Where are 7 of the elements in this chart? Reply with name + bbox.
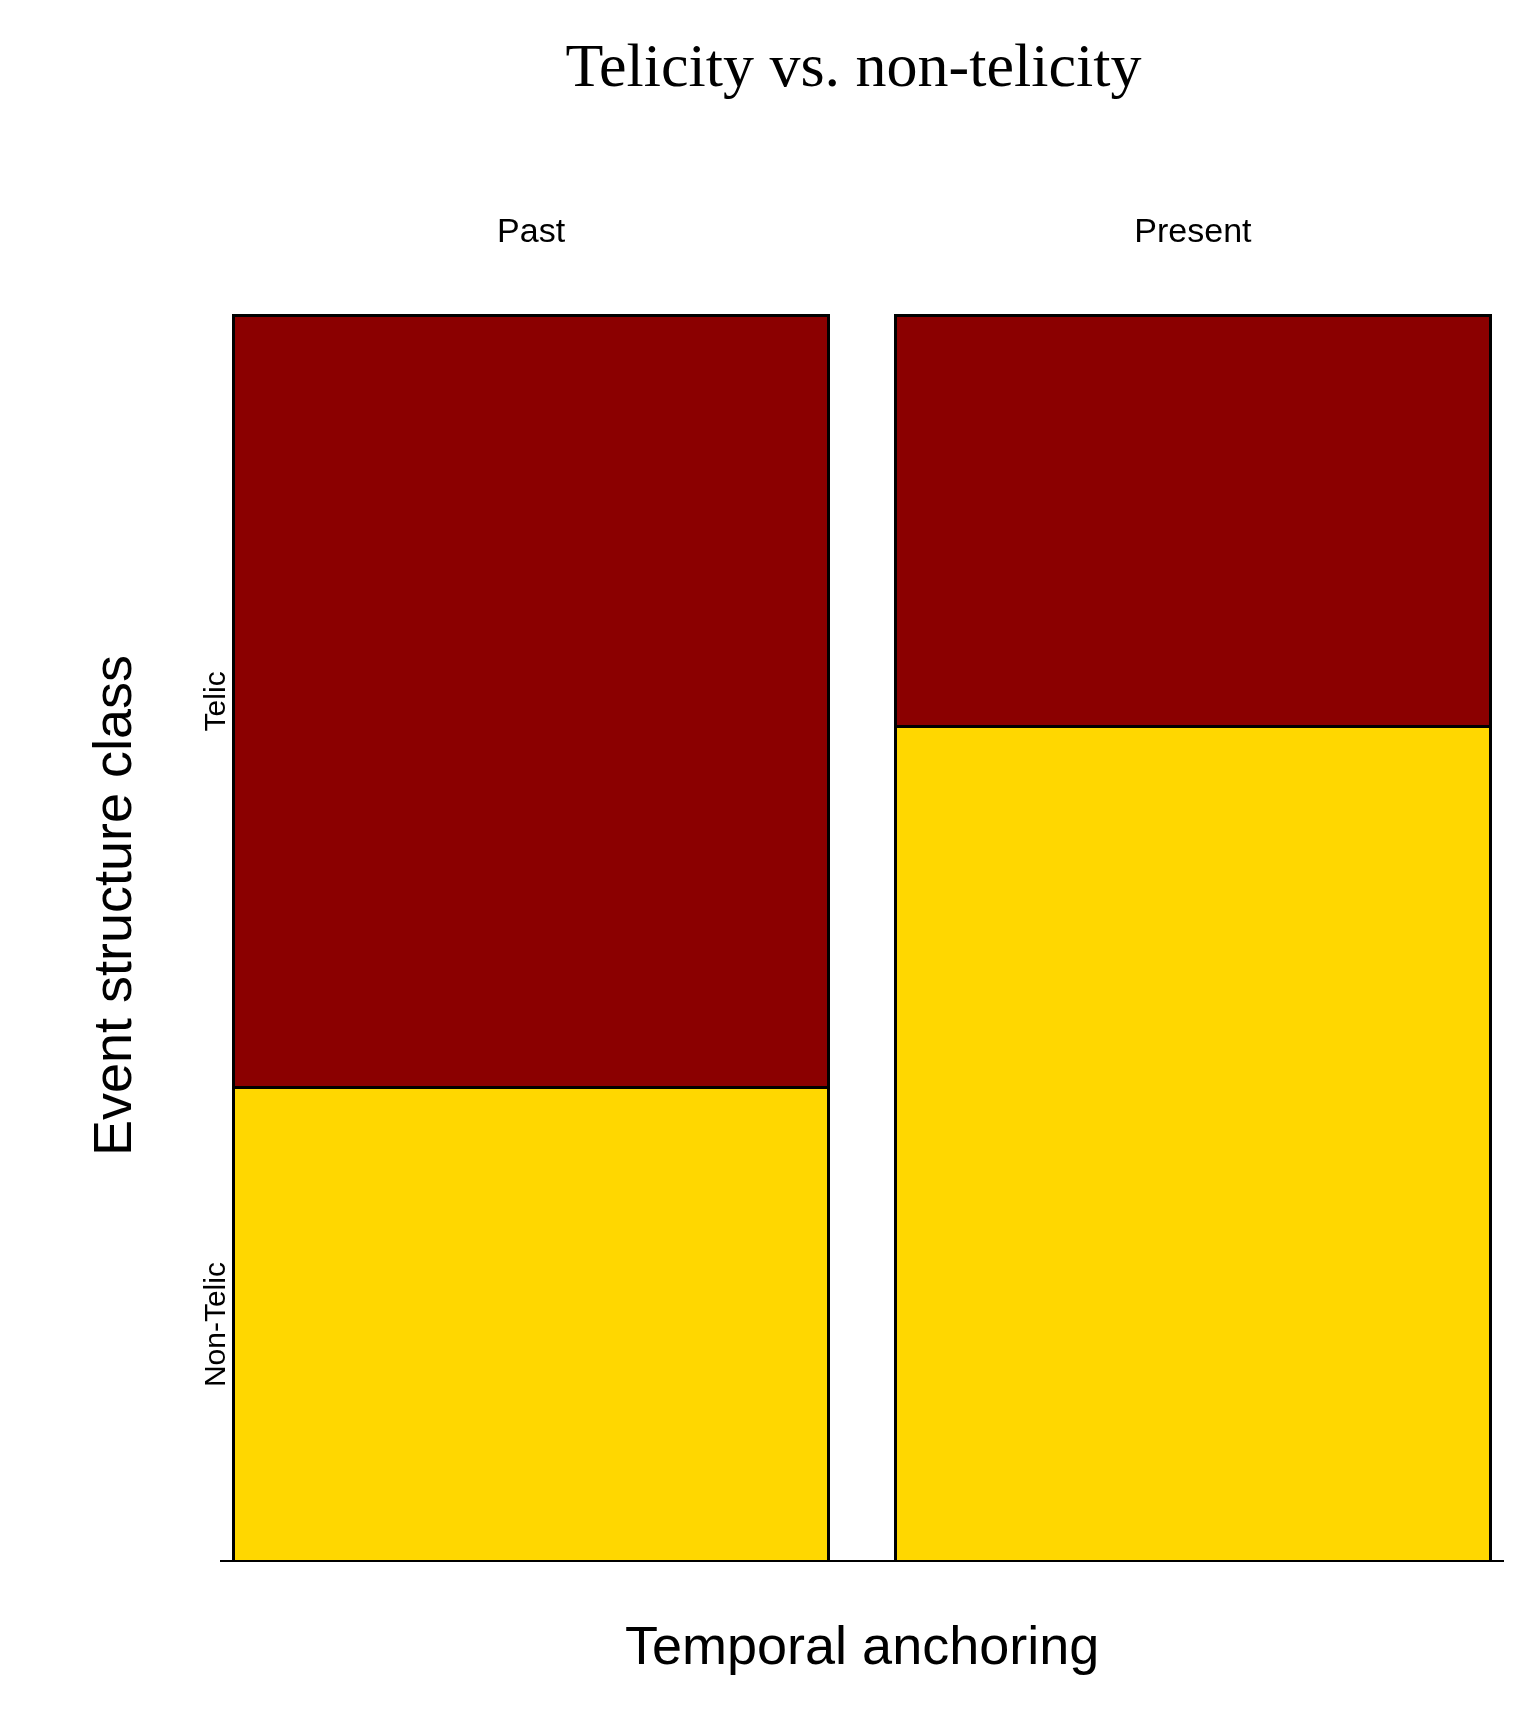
x-tick-label: Past xyxy=(497,211,566,250)
x-tick-label: Present xyxy=(1134,211,1253,250)
chart-title: Telicity vs. non-telicity xyxy=(565,31,1142,100)
text: Telic xyxy=(198,671,232,732)
text: Non-Telic xyxy=(198,1262,232,1388)
y-axis-title: Event structure class xyxy=(81,654,142,1157)
x-axis-title: Temporal anchoring xyxy=(625,1615,1100,1675)
